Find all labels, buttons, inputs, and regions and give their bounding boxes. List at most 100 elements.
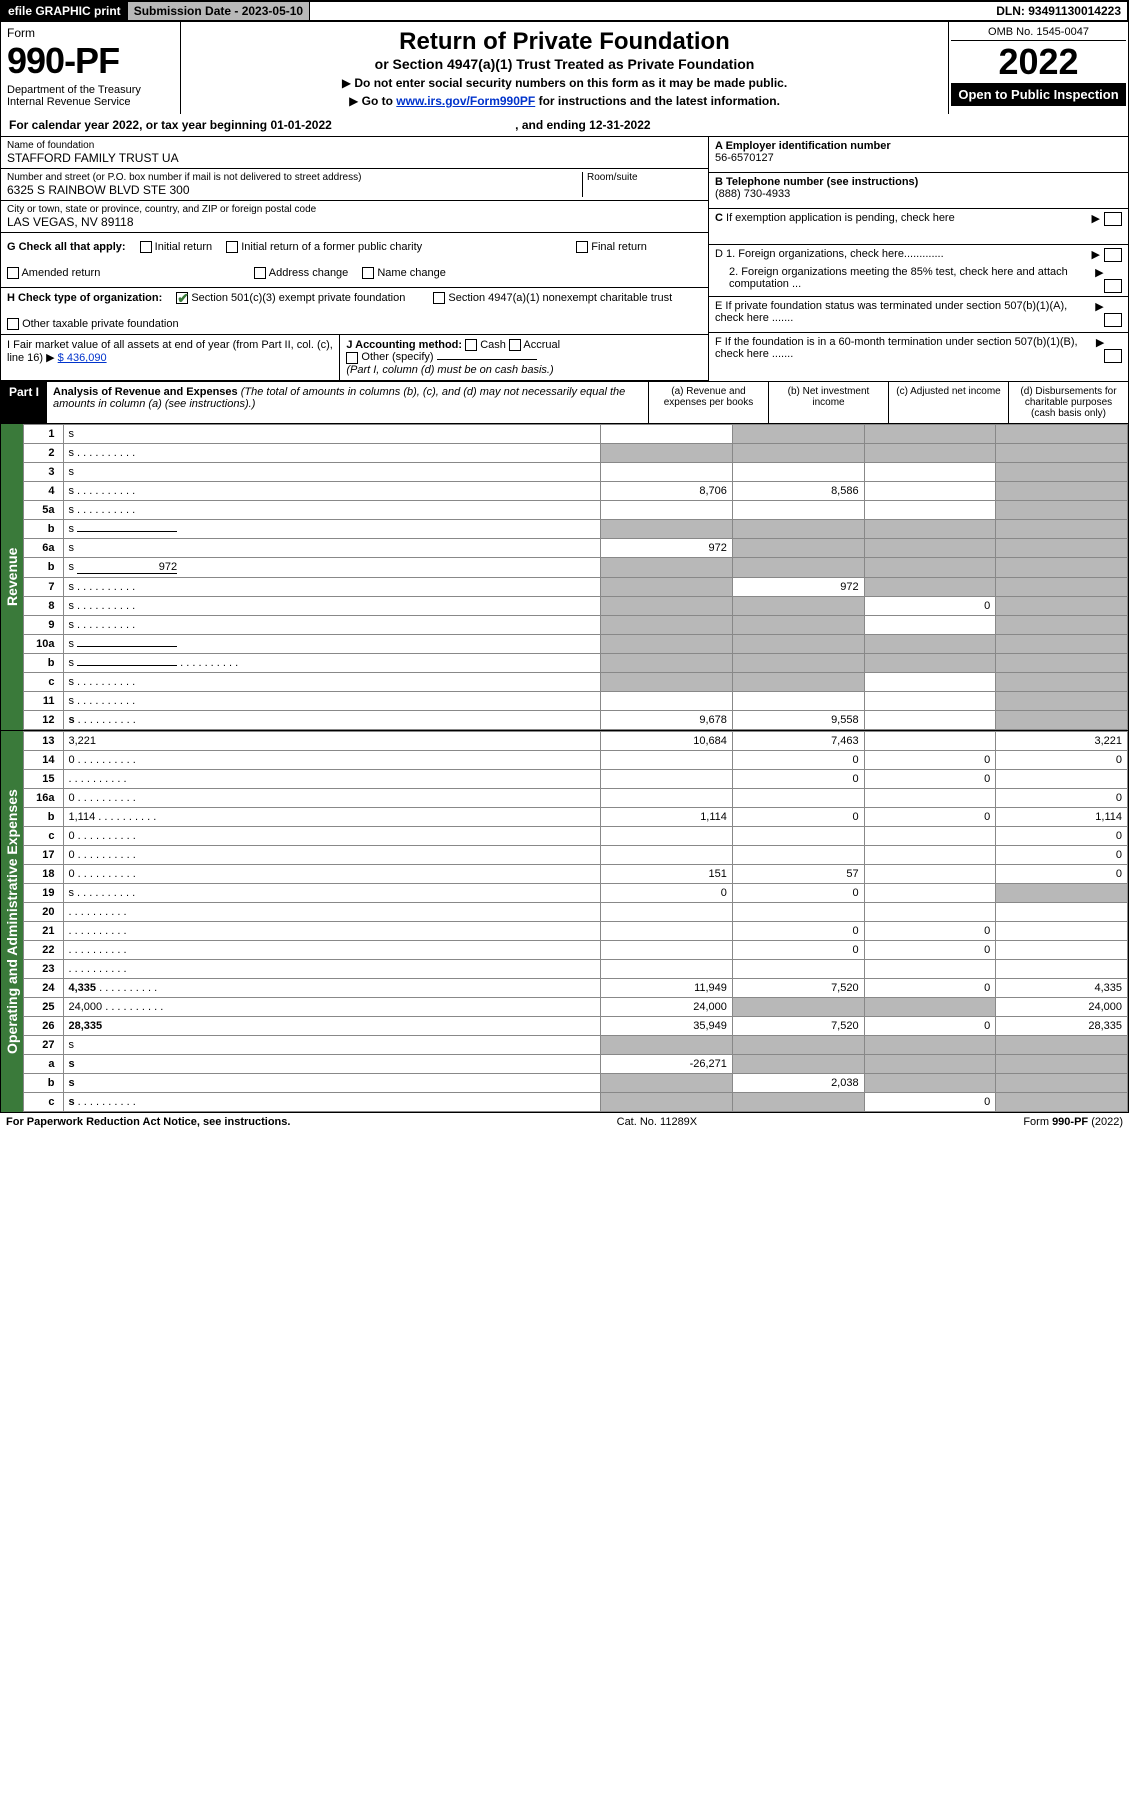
address-value: 6325 S RAINBOW BLVD STE 300 bbox=[7, 183, 582, 197]
cb-final-return[interactable] bbox=[576, 241, 588, 253]
notice-ssn: Do not enter social security numbers on … bbox=[187, 76, 942, 90]
table-row: 2524,00024,00024,000 bbox=[24, 997, 1128, 1016]
table-row: 2200 bbox=[24, 940, 1128, 959]
form-subtitle: or Section 4947(a)(1) Trust Treated as P… bbox=[187, 56, 942, 72]
cb-other-method[interactable] bbox=[346, 352, 358, 364]
part1-header-row: Part I Analysis of Revenue and Expenses … bbox=[0, 381, 1129, 424]
table-row: 2100 bbox=[24, 921, 1128, 940]
table-row: cs bbox=[24, 672, 1128, 691]
table-row: b1,1141,114001,114 bbox=[24, 807, 1128, 826]
table-row: 180151570 bbox=[24, 864, 1128, 883]
col-a-header: (a) Revenue and expenses per books bbox=[648, 382, 768, 423]
cb-accrual[interactable] bbox=[509, 339, 521, 351]
table-row: 11s bbox=[24, 691, 1128, 710]
table-row: 27s bbox=[24, 1035, 1128, 1054]
ein-label: A Employer identification number bbox=[715, 140, 891, 152]
cb-address-change[interactable] bbox=[254, 267, 266, 279]
phone-value: (888) 730-4933 bbox=[715, 188, 790, 200]
i-value[interactable]: $ 436,090 bbox=[58, 352, 107, 364]
revenue-table: 1s2s3s4s8,7068,5865asbs 6as972bs 9727s97… bbox=[23, 424, 1128, 730]
cb-4947a1[interactable] bbox=[433, 292, 445, 304]
table-row: 3s bbox=[24, 462, 1128, 481]
cb-c[interactable] bbox=[1104, 212, 1122, 226]
phone-label: B Telephone number (see instructions) bbox=[715, 176, 918, 188]
footer-left: For Paperwork Reduction Act Notice, see … bbox=[6, 1116, 290, 1128]
table-row: 1s bbox=[24, 424, 1128, 443]
table-row: 2s bbox=[24, 443, 1128, 462]
cb-other-taxable[interactable] bbox=[7, 318, 19, 330]
cb-initial-return[interactable] bbox=[140, 241, 152, 253]
opt-other-method: Other (specify) bbox=[361, 351, 433, 363]
irs-label: Internal Revenue Service bbox=[7, 96, 174, 108]
table-row: 1700 bbox=[24, 845, 1128, 864]
col-d-header: (d) Disbursements for charitable purpose… bbox=[1008, 382, 1128, 423]
table-row: 244,33511,9497,52004,335 bbox=[24, 978, 1128, 997]
opt-name-change: Name change bbox=[377, 267, 446, 279]
j-note: (Part I, column (d) must be on cash basi… bbox=[346, 364, 553, 376]
c-label: If exemption application is pending, che… bbox=[726, 212, 955, 224]
form-label: Form bbox=[7, 26, 174, 40]
table-row: 1500 bbox=[24, 769, 1128, 788]
notice-goto: Go to www.irs.gov/Form990PF for instruct… bbox=[187, 94, 942, 108]
table-row: 7s972 bbox=[24, 577, 1128, 596]
table-row: 140000 bbox=[24, 750, 1128, 769]
form990pf-link[interactable]: www.irs.gov/Form990PF bbox=[396, 94, 535, 108]
col-c-header: (c) Adjusted net income bbox=[888, 382, 1008, 423]
cb-initial-former[interactable] bbox=[226, 241, 238, 253]
table-row: bs 972 bbox=[24, 557, 1128, 577]
opt-501c3: Section 501(c)(3) exempt private foundat… bbox=[191, 292, 405, 304]
g-label: G Check all that apply: bbox=[7, 241, 126, 253]
table-row: c00 bbox=[24, 826, 1128, 845]
expenses-side-label: Operating and Administrative Expenses bbox=[1, 731, 23, 1112]
foundation-name-label: Name of foundation bbox=[7, 140, 702, 151]
part1-title: Analysis of Revenue and Expenses bbox=[53, 386, 238, 398]
table-row: 133,22110,6847,4633,221 bbox=[24, 731, 1128, 750]
city-label: City or town, state or province, country… bbox=[7, 204, 702, 215]
e-label: E If private foundation status was termi… bbox=[715, 300, 1095, 324]
cb-d1[interactable] bbox=[1104, 248, 1122, 262]
opt-initial-return: Initial return bbox=[155, 241, 212, 253]
page-footer: For Paperwork Reduction Act Notice, see … bbox=[0, 1113, 1129, 1131]
efile-print-button[interactable]: efile GRAPHIC print bbox=[2, 2, 128, 20]
dln-number: DLN: 93491130014223 bbox=[990, 2, 1127, 20]
cb-f[interactable] bbox=[1104, 349, 1122, 363]
table-row: 6as972 bbox=[24, 538, 1128, 557]
table-row: 16a00 bbox=[24, 788, 1128, 807]
cb-cash[interactable] bbox=[465, 339, 477, 351]
table-row: 2628,33535,9497,520028,335 bbox=[24, 1016, 1128, 1035]
opt-address-change: Address change bbox=[269, 267, 349, 279]
expenses-section: Operating and Administrative Expenses 13… bbox=[0, 731, 1129, 1113]
cb-amended-return[interactable] bbox=[7, 267, 19, 279]
h-label: H Check type of organization: bbox=[7, 292, 162, 304]
table-row: as-26,271 bbox=[24, 1054, 1128, 1073]
opt-other-taxable: Other taxable private foundation bbox=[22, 318, 179, 330]
i-label: I Fair market value of all assets at end… bbox=[7, 339, 333, 364]
calendar-year-row: For calendar year 2022, or tax year begi… bbox=[0, 114, 1129, 137]
table-row: 4s8,7068,586 bbox=[24, 481, 1128, 500]
table-row: 9s bbox=[24, 615, 1128, 634]
footer-right: Form 990-PF (2022) bbox=[1023, 1116, 1123, 1128]
expenses-table: 133,22110,6847,4633,221140000150016a00b1… bbox=[23, 731, 1128, 1112]
revenue-side-label: Revenue bbox=[1, 424, 23, 730]
f-label: F If the foundation is in a 60-month ter… bbox=[715, 336, 1096, 360]
d1-label: D 1. Foreign organizations, check here..… bbox=[715, 248, 944, 260]
table-row: 10as bbox=[24, 634, 1128, 653]
table-row: bs bbox=[24, 653, 1128, 672]
d2-label: 2. Foreign organizations meeting the 85%… bbox=[715, 266, 1095, 290]
cb-name-change[interactable] bbox=[362, 267, 374, 279]
cb-d2[interactable] bbox=[1104, 279, 1122, 293]
open-public-badge: Open to Public Inspection bbox=[951, 83, 1126, 106]
revenue-section: Revenue 1s2s3s4s8,7068,5865asbs 6as972bs… bbox=[0, 424, 1129, 731]
opt-initial-former: Initial return of a former public charit… bbox=[241, 241, 422, 253]
city-value: LAS VEGAS, NV 89118 bbox=[7, 215, 702, 229]
table-row: cs0 bbox=[24, 1092, 1128, 1111]
table-row: 12s9,6789,558 bbox=[24, 710, 1128, 729]
dept-treasury: Department of the Treasury bbox=[7, 84, 174, 96]
tax-year: 2022 bbox=[951, 41, 1126, 83]
cb-e[interactable] bbox=[1104, 313, 1122, 327]
table-row: 20 bbox=[24, 902, 1128, 921]
entity-block: Name of foundation STAFFORD FAMILY TRUST… bbox=[0, 137, 1129, 381]
opt-cash: Cash bbox=[480, 339, 506, 351]
table-row: 19s00 bbox=[24, 883, 1128, 902]
cb-501c3[interactable] bbox=[176, 292, 188, 304]
